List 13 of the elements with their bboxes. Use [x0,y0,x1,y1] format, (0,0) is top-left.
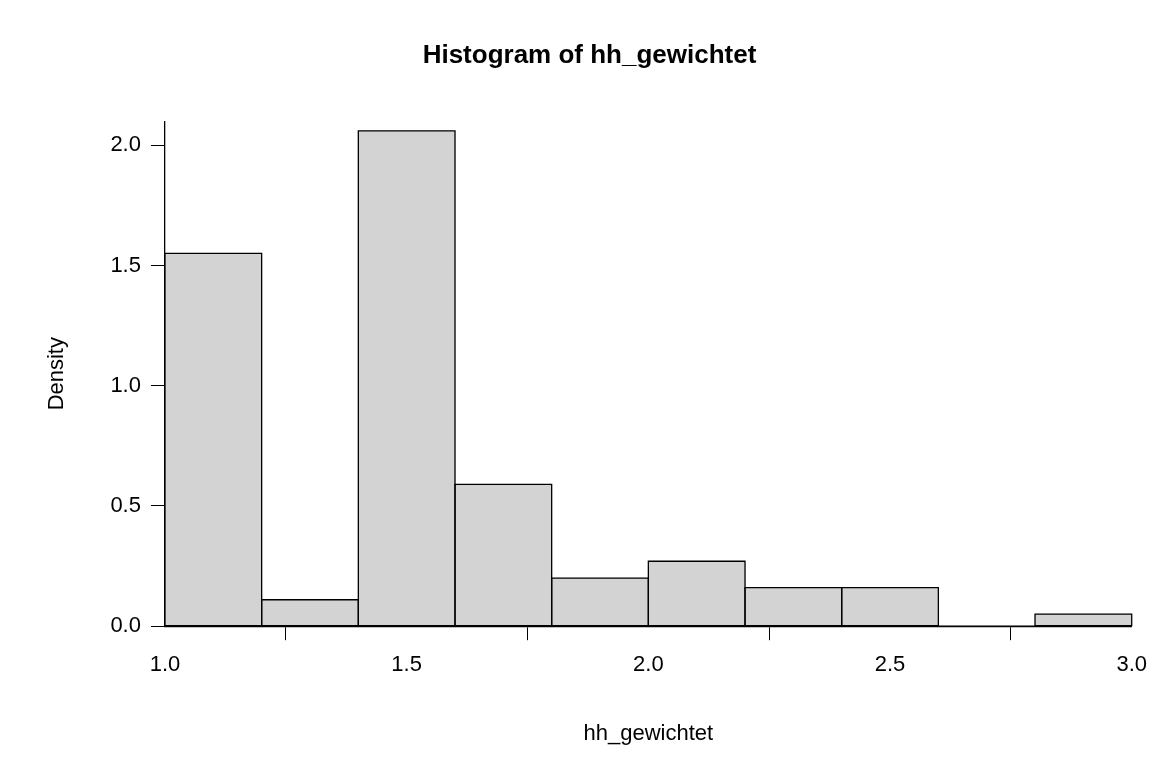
x-tick-label: 2.0 [633,651,664,677]
y-tick-label: 2.0 [110,131,141,157]
y-tick-label: 1.0 [110,371,141,397]
x-tick-label: 1.0 [149,651,181,677]
x-axis-title: hh_gewichtet [583,719,714,745]
x-tick-label: 2.5 [874,651,906,677]
y-tick-label: 0.0 [110,612,141,638]
y-axis-title: Density [43,337,69,411]
x-tick-label: 3.0 [1116,651,1148,677]
x-tick-label: 1.5 [391,651,422,677]
chart-title: Histogram of hh_gewichtet [422,38,757,69]
y-tick-label: 1.5 [110,251,141,277]
y-tick-label: 0.5 [110,492,141,518]
